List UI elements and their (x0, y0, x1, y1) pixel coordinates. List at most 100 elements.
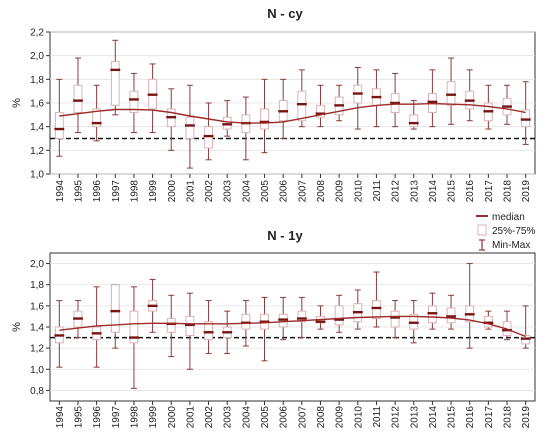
legend-item-minmax: Min-Max (479, 239, 530, 251)
box-2017 (483, 310, 494, 330)
box-1998 (129, 72, 139, 134)
y-tick-label: 2,2 (30, 28, 44, 39)
box-1996 (91, 84, 102, 142)
legend-item-median: median (476, 212, 525, 223)
y-tick-label: 1,6 (30, 99, 44, 110)
box-2003 (222, 310, 233, 354)
y-tick-label: 2,0 (30, 259, 44, 270)
iqr-box (110, 61, 120, 106)
box-2001 (184, 84, 195, 169)
trend-line (59, 315, 526, 338)
box-2010 (352, 67, 363, 130)
x-tick-label: 2011 (372, 406, 383, 428)
box-2002 (203, 300, 214, 354)
y-axis-label: % (11, 98, 23, 108)
y-tick-label: 2,0 (30, 51, 44, 62)
iqr-box (316, 104, 325, 118)
x-tick-label: 2019 (521, 406, 532, 429)
iqr-box (92, 108, 102, 128)
x-tick-label: 2012 (391, 180, 402, 203)
x-tick-label: 2013 (409, 406, 420, 429)
x-tick-label: 2016 (465, 180, 476, 203)
box-2007 (296, 296, 307, 339)
box-marker-icon (477, 224, 487, 236)
x-tick-label: 2019 (521, 180, 532, 203)
trend-line (59, 102, 526, 124)
box-1999 (147, 63, 158, 134)
box-2010 (352, 289, 363, 330)
box-2009 (334, 84, 345, 122)
box-1999 (147, 278, 158, 333)
box-2007 (296, 69, 307, 128)
box-1997 (110, 39, 121, 116)
x-tick-label: 1998 (129, 406, 140, 429)
iqr-box (110, 284, 120, 333)
y-axis-label: % (11, 322, 23, 332)
x-tick-label: 2010 (353, 180, 364, 203)
box-1997 (110, 284, 121, 349)
x-tick-label: 2014 (428, 406, 439, 429)
x-tick-label: 2017 (484, 406, 495, 429)
box-2000 (166, 88, 177, 151)
x-tick-label: 1997 (111, 406, 122, 429)
x-tick-label: 2006 (279, 406, 290, 429)
y-tick-label: 1,2 (30, 146, 44, 157)
box-2012 (390, 72, 401, 128)
x-tick-label: 1999 (148, 406, 159, 429)
box-2005 (259, 296, 270, 362)
x-tick-label: 2011 (372, 180, 383, 202)
x-tick-label: 1998 (129, 180, 140, 203)
box-2016 (464, 69, 475, 122)
x-tick-label: 2010 (353, 406, 364, 429)
box-1995 (73, 57, 83, 134)
box-2006 (278, 78, 289, 139)
x-tick-label: 2002 (204, 406, 215, 429)
box-2016 (464, 263, 475, 349)
y-tick-label: 0,8 (30, 386, 44, 397)
box-2018 (502, 310, 512, 341)
box-1994 (54, 78, 65, 157)
x-tick-label: 1995 (73, 406, 84, 429)
legend: median 25%-75% Min-Max (476, 212, 535, 251)
x-tick-label: 2013 (409, 180, 420, 203)
box-2014 (427, 69, 438, 128)
x-tick-label: 2004 (241, 406, 252, 429)
box-2011 (371, 69, 382, 128)
x-tick-label: 2007 (297, 406, 308, 429)
x-tick-label: 2002 (204, 180, 215, 203)
x-tick-label: 2018 (503, 180, 514, 203)
x-tick-label: 2006 (279, 180, 290, 203)
x-axis: 1994 1995 1996 1997 1998 1999 2000 2001 2002 2003… (55, 401, 532, 428)
iqr-box (390, 310, 400, 328)
x-tick-label: 2018 (503, 406, 514, 429)
x-tick-label: 2000 (167, 180, 178, 203)
box-1994 (54, 300, 65, 368)
iqr-box (166, 318, 176, 333)
iqr-box (409, 114, 419, 128)
iqr-box (73, 84, 83, 113)
iqr-box (129, 90, 139, 113)
iqr-box (54, 111, 64, 139)
x-tick-label: 1995 (73, 180, 84, 203)
box-2000 (166, 294, 177, 358)
whisker-marker-icon (479, 239, 485, 251)
box-2018 (502, 84, 512, 125)
box-2006 (278, 296, 289, 341)
x-tick-label: 1994 (55, 180, 66, 203)
iqr-box (372, 300, 381, 320)
box-2003 (222, 100, 233, 137)
y-tick-label: 1,4 (30, 323, 44, 334)
box-2008 (315, 84, 326, 128)
iqr-box (185, 116, 195, 139)
box-2008 (315, 305, 326, 330)
box-2009 (334, 294, 345, 333)
x-tick-label: 2015 (447, 406, 458, 429)
y-tick-label: 1,8 (30, 75, 44, 86)
box-2012 (390, 300, 401, 339)
x-tick-label: 2003 (223, 406, 234, 429)
y-tick-label: 1,0 (30, 365, 44, 376)
x-tick-label: 2007 (297, 180, 308, 203)
x-tick-label: 1994 (55, 406, 66, 429)
chart-title: N - cy (267, 6, 303, 21)
